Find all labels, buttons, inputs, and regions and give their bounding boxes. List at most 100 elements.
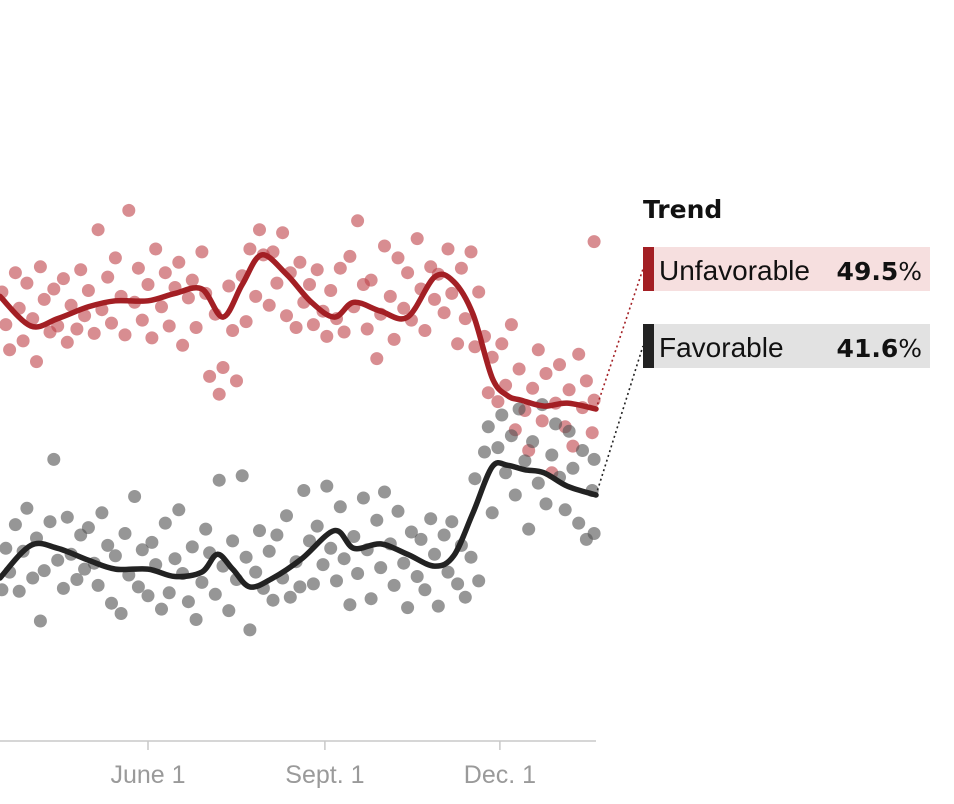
favorable-poll-point: [189, 613, 203, 626]
favorable-poll-point: [576, 444, 589, 457]
unfavorable-poll-point: [87, 326, 101, 340]
favorable-poll-point: [468, 472, 482, 486]
unfavorable-poll-point: [387, 332, 401, 346]
favorable-poll-point: [266, 593, 280, 607]
unfavorable-poll-point: [253, 223, 266, 237]
favorable-poll-point: [253, 524, 266, 538]
unfavorable-poll-point: [343, 249, 357, 263]
favorable-poll-point: [356, 491, 370, 505]
favorable-poll-point: [293, 580, 307, 594]
unfavorable-poll-point: [410, 232, 424, 246]
unfavorable-poll-point: [185, 273, 199, 287]
favorable-poll-point: [387, 578, 401, 592]
unfavorable-poll-point: [351, 214, 365, 228]
unfavorable-poll-point: [172, 255, 186, 269]
unfavorable-poll-point: [364, 273, 378, 287]
unfavorable-poll-point: [531, 343, 545, 357]
favorable-poll-point: [404, 525, 418, 539]
unfavorable-poll-point: [579, 374, 593, 388]
favorable-poll-point: [545, 448, 559, 462]
favorable-poll-point: [37, 564, 51, 578]
unfavorable-poll-point: [333, 261, 347, 275]
unfavorable-poll-point: [20, 276, 34, 290]
unfavorable-poll-point: [458, 312, 472, 326]
unfavorable-poll-point: [451, 337, 465, 351]
favorable-legend-swatch: [643, 324, 654, 368]
favorable-poll-point: [531, 476, 545, 490]
favorable-legend-connector: [595, 345, 644, 496]
favorable-poll-point: [91, 578, 105, 592]
unfavorable-poll-point: [587, 235, 601, 249]
favorable-poll-point: [508, 488, 522, 502]
favorable-poll-point: [145, 535, 159, 549]
favorable-poll-point: [481, 420, 495, 434]
favorable-poll-point: [172, 503, 186, 517]
favorable-poll-point: [162, 586, 176, 600]
unfavorable-poll-point: [91, 223, 105, 237]
unfavorable-poll-point: [3, 343, 17, 357]
favorable-poll-point: [428, 547, 441, 561]
favorable-poll-point: [364, 592, 378, 606]
favorable-poll-point: [195, 575, 209, 589]
unfavorable-poll-point: [491, 395, 505, 409]
unfavorable-poll-point: [512, 362, 526, 376]
favorable-poll-point: [135, 543, 149, 557]
favorable-poll-point: [316, 558, 330, 572]
x-axis-ticks: June 1 Sept. 1 Dec. 1: [110, 741, 536, 789]
favorable-poll-point: [499, 466, 513, 480]
unfavorable-poll-point: [418, 324, 432, 337]
unfavorable-poll-point: [0, 318, 13, 332]
unfavorable-poll-point: [222, 279, 236, 293]
favorable-poll-point: [168, 552, 182, 566]
unfavorable-poll-point: [337, 325, 351, 339]
unfavorable-poll-point: [320, 329, 334, 343]
unfavorable-poll-point: [78, 309, 92, 323]
favorable-poll-point: [226, 534, 240, 548]
unfavorable-poll-point: [64, 298, 78, 312]
favorable-poll-point: [330, 574, 343, 588]
favorable-poll-point: [397, 556, 411, 570]
unfavorable-poll-point: [141, 278, 155, 291]
unfavorable-poll-point: [360, 322, 374, 336]
unfavorable-legend-label: Unfavorable: [659, 255, 810, 286]
favorable-poll-point: [20, 501, 34, 515]
favorable-poll-point: [410, 570, 424, 583]
unfavorable-poll-point: [155, 300, 168, 314]
unfavorable-poll-point: [535, 414, 549, 428]
legend-title: Trend: [643, 195, 722, 224]
unfavorable-poll-point: [8, 266, 22, 280]
favorable-poll-point: [33, 614, 47, 628]
favorable-poll-point: [418, 583, 432, 597]
unfavorable-poll-point: [249, 289, 263, 303]
favorable-poll-point: [485, 506, 499, 520]
favorable-poll-point: [280, 509, 293, 523]
favorable-legend-value: 41.6%: [837, 334, 922, 363]
favorable-poll-point: [414, 532, 428, 546]
favorable-poll-point: [370, 513, 384, 527]
unfavorable-poll-point: [162, 319, 176, 333]
unfavorable-poll-point: [101, 270, 115, 284]
unfavorable-poll-point: [37, 292, 51, 306]
unfavorable-legend-swatch: [643, 247, 654, 291]
unfavorable-poll-point: [243, 242, 257, 256]
favorable-trend-line: [0, 460, 599, 590]
favorable-poll-point: [512, 402, 526, 416]
favorable-poll-point: [128, 490, 142, 503]
favorable-poll-point: [549, 417, 563, 431]
unfavorable-poll-point: [108, 251, 122, 265]
unfavorable-poll-point: [293, 255, 307, 269]
unfavorable-poll-point: [26, 312, 40, 326]
unfavorable-poll-point: [454, 261, 468, 275]
unfavorable-poll-point: [16, 334, 30, 348]
unfavorable-poll-point: [33, 260, 47, 274]
favorable-legend-label: Favorable: [659, 332, 784, 363]
favorable-poll-point: [306, 577, 320, 591]
unfavorable-poll-point: [428, 292, 441, 306]
favorable-poll-point: [504, 429, 518, 443]
unfavorable-poll-point: [203, 369, 217, 383]
unfavorable-poll-point: [324, 284, 338, 297]
unfavorable-poll-point: [56, 272, 70, 286]
trend-lines-layer: [0, 252, 599, 590]
favorable-poll-point: [101, 538, 115, 552]
unfavorable-trend-line: [0, 252, 599, 412]
